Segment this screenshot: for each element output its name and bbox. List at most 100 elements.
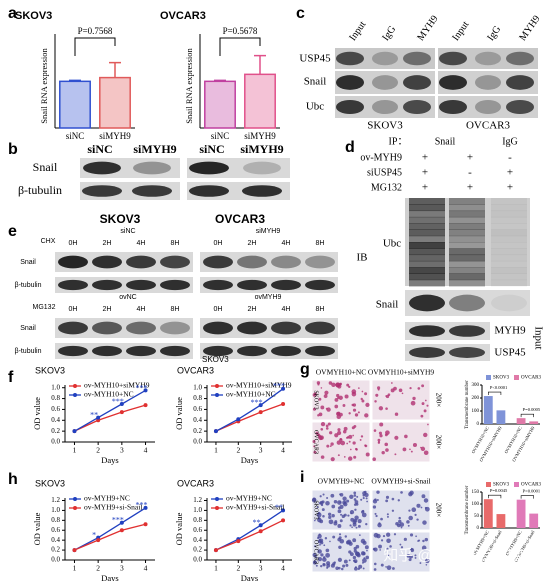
cell-stain xyxy=(338,395,343,400)
blot-background xyxy=(200,343,338,359)
y-tick-label: 100 xyxy=(472,409,480,414)
cell-stain xyxy=(384,442,389,447)
blot-band xyxy=(372,75,398,90)
y-axis-label: Snail RNA expression xyxy=(39,47,49,123)
legend-swatch xyxy=(514,375,519,380)
cell-stain xyxy=(397,499,400,502)
cell-stain xyxy=(343,426,348,431)
label: Snail xyxy=(304,76,327,88)
blot-band xyxy=(403,51,431,66)
chart-title: SKOV3 xyxy=(35,478,65,488)
y-axis-label: OD value xyxy=(32,397,42,430)
cell-stain xyxy=(340,567,344,571)
blot-band xyxy=(126,279,156,291)
cell-stain xyxy=(338,533,342,536)
blot-band xyxy=(475,75,501,90)
data-point xyxy=(72,429,77,434)
cell-stain xyxy=(375,393,379,397)
cell-stain xyxy=(414,554,417,557)
label: USP45 xyxy=(299,53,331,65)
annotation: P=0.0005 xyxy=(523,407,541,412)
cell-stain xyxy=(335,566,339,571)
cell-stain xyxy=(353,455,357,459)
cell-stain xyxy=(362,551,366,556)
cell-stain xyxy=(409,386,412,390)
legend-label: OVCAR3 xyxy=(521,376,542,381)
blot-smear xyxy=(449,223,485,230)
cell-stain xyxy=(386,513,389,516)
blot-band xyxy=(58,255,88,269)
x-tick-label: siMYH9 xyxy=(99,131,131,141)
blot-background xyxy=(55,277,193,293)
cell-stain xyxy=(400,491,403,494)
blot-band xyxy=(409,347,445,358)
data-point xyxy=(119,410,124,415)
blot-smear xyxy=(409,198,445,205)
cell-stain xyxy=(325,552,331,558)
blot-background xyxy=(55,343,193,359)
y-tick-label: 0.0 xyxy=(193,556,202,564)
cell-stain xyxy=(354,508,357,511)
annotation: ** xyxy=(90,410,98,419)
cell-stain xyxy=(421,545,427,551)
y-tick-label: 1.0 xyxy=(193,383,202,391)
label: siMYH9 xyxy=(133,142,176,156)
y-axis-label: Transmembrane number xyxy=(465,380,470,429)
cell-stain xyxy=(377,388,380,391)
annotation: *** xyxy=(251,398,263,407)
blot-band xyxy=(133,161,171,175)
label: Snail xyxy=(20,259,36,266)
label: OVMYH9+si-Snail xyxy=(371,477,430,486)
label: + xyxy=(422,152,428,164)
cell-stain xyxy=(380,539,384,542)
cell-stain xyxy=(353,491,357,495)
y-tick-label: 0.2 xyxy=(51,546,60,554)
legend-swatch xyxy=(514,482,519,487)
label: OVCAR3 xyxy=(313,430,319,454)
blot-band xyxy=(403,75,431,90)
cell-stain xyxy=(327,422,331,426)
data-point xyxy=(258,529,263,534)
cell-stain xyxy=(317,517,322,523)
blot-smear xyxy=(491,267,527,274)
y-tick-label: 0 xyxy=(477,526,480,531)
cell-stain xyxy=(410,450,413,453)
blot-smear xyxy=(409,235,445,243)
cell-stain xyxy=(398,516,401,520)
cell-stain xyxy=(348,412,351,415)
blot-band xyxy=(203,345,233,357)
cell-stain xyxy=(386,565,392,571)
significance-bracket xyxy=(488,391,502,396)
cell-stain xyxy=(331,382,336,387)
label: 8H xyxy=(171,306,180,313)
cell-stain xyxy=(333,500,338,504)
blot-band xyxy=(203,321,233,335)
blot-band xyxy=(189,161,229,175)
cell-stain xyxy=(317,536,320,540)
blot-band xyxy=(475,99,501,115)
label: 4H xyxy=(137,240,146,247)
cell-stain xyxy=(357,411,360,414)
cell-stain xyxy=(414,556,417,559)
blot-smear xyxy=(449,267,485,274)
cell-stain xyxy=(317,383,320,386)
cell-stain xyxy=(409,533,414,537)
label: 8H xyxy=(316,306,325,313)
cell-stain xyxy=(326,496,329,500)
y-tick-label: 0.6 xyxy=(51,526,60,534)
chart-subtitle: SKOV3 xyxy=(202,355,229,364)
annotation: *** xyxy=(112,397,124,406)
series-line xyxy=(74,507,146,551)
cell-stain xyxy=(412,396,416,401)
blot-background xyxy=(55,252,193,272)
cell-stain xyxy=(338,536,342,540)
label: ovNC xyxy=(119,294,137,301)
cell-stain xyxy=(379,422,384,427)
x-tick-label: 3 xyxy=(259,564,263,573)
label: siNC xyxy=(199,142,224,156)
blot-band xyxy=(58,321,88,335)
legend-marker xyxy=(73,384,77,388)
label: Input xyxy=(450,19,471,43)
cell-stain xyxy=(365,522,368,526)
cell-stain xyxy=(334,433,339,438)
